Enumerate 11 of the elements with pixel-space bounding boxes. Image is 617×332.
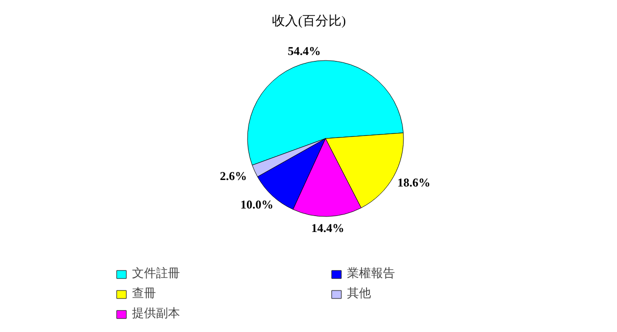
legend-label: 業權報告 bbox=[347, 265, 396, 282]
data-label: 54.4% bbox=[288, 44, 321, 58]
chart-title: 收入(百分比) bbox=[272, 13, 346, 28]
legend-label: 其他 bbox=[347, 285, 372, 302]
data-label: 2.6% bbox=[220, 168, 247, 183]
legend-label: 提供副本 bbox=[132, 305, 181, 322]
data-label: 14.4% bbox=[311, 221, 344, 236]
legend-label: 文件註冊 bbox=[132, 265, 181, 282]
legend-label: 查冊 bbox=[132, 285, 157, 302]
data-label: 18.6% bbox=[397, 175, 430, 190]
data-label: 10.0% bbox=[240, 197, 274, 212]
